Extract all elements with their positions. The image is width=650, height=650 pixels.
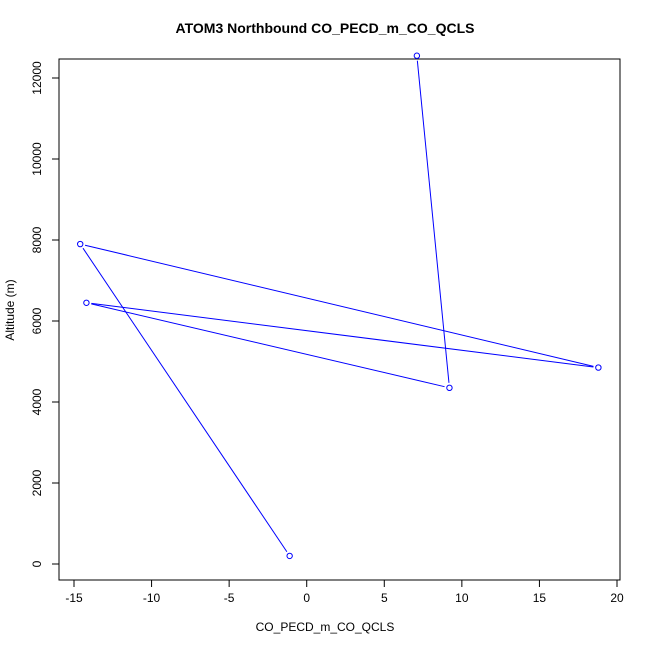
y-tick-label: 0 (30, 560, 44, 567)
y-tick-label: 4000 (30, 388, 44, 415)
data-point (83, 299, 90, 306)
x-tick-label: 0 (303, 591, 310, 605)
y-tick-label: 10000 (30, 142, 44, 176)
y-tick-label: 2000 (30, 469, 44, 496)
y-tick-label: 12000 (30, 61, 44, 95)
x-tick-label: 20 (610, 591, 624, 605)
x-axis-label: CO_PECD_m_CO_QCLS (255, 620, 395, 634)
series-line-segment (91, 303, 445, 388)
data-point (446, 384, 453, 392)
y-tick-label: 6000 (30, 307, 44, 334)
x-tick-label: -10 (143, 591, 161, 605)
x-tick-label: 10 (455, 591, 469, 605)
y-axis-label: Altitude (m) (3, 279, 17, 341)
x-tick-label: -15 (65, 591, 83, 605)
series-line-segment (82, 247, 288, 553)
data-point (595, 364, 602, 371)
series-line-segment (91, 302, 594, 368)
chart-title: ATOM3 Northbound CO_PECD_m_CO_QCLS (175, 20, 475, 36)
data-point (286, 552, 293, 560)
y-tick-label: 8000 (30, 226, 44, 253)
x-tick-label: 5 (381, 591, 388, 605)
data-point (77, 240, 84, 248)
series-line-segment (84, 244, 594, 367)
x-tick-label: 15 (533, 591, 547, 605)
x-tick-label: -5 (224, 591, 235, 605)
series-line-segment (416, 60, 450, 383)
plot-frame (58, 58, 621, 581)
data-point (413, 52, 421, 59)
